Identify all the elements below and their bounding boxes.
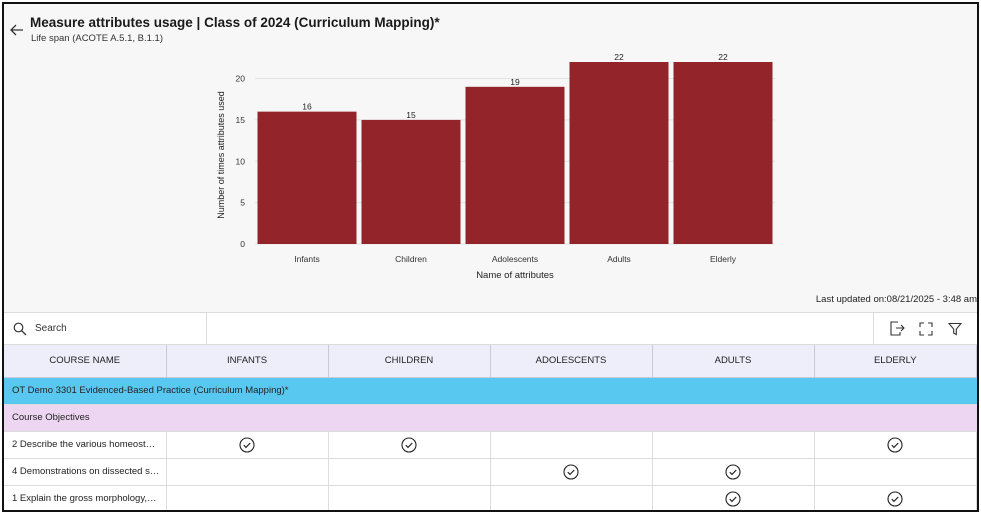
bar (361, 119, 461, 244)
data-label: 22 (614, 52, 624, 62)
check-circle-icon (725, 463, 741, 480)
table-cell (328, 458, 491, 486)
bar (465, 86, 565, 244)
x-tick-label: Infants (294, 254, 320, 264)
course-group-label: OT Demo 3301 Evidenced-Based Practice (C… (4, 377, 977, 405)
x-tick-label: Elderly (710, 254, 737, 264)
y-tick-label: 15 (236, 115, 246, 125)
page-subtitle: Life span (ACOTE A.5.1, B.1.1) (31, 33, 164, 44)
check-circle-icon (887, 490, 903, 507)
page-header: Measure attributes usage | Class of 2024… (4, 4, 977, 48)
data-label: 15 (406, 110, 416, 120)
back-arrow-icon[interactable] (8, 21, 26, 39)
table-row[interactable]: 4 Demonstrations on dissected s… (4, 458, 977, 486)
check-circle-icon (239, 436, 255, 453)
y-tick-label: 0 (240, 239, 245, 249)
column-header-infants[interactable]: INFANTS (166, 345, 329, 378)
x-tick-label: Adolescents (492, 254, 538, 264)
table-header-row: COURSE NAME INFANTS CHILDREN ADOLESCENTS… (4, 345, 977, 378)
data-label: 22 (718, 52, 728, 62)
x-tick-label: Children (395, 254, 427, 264)
toolbar-actions (873, 313, 977, 344)
check-circle-icon (401, 436, 417, 453)
table-cell (814, 485, 977, 510)
table-row[interactable]: 1 Explain the gross morphology,… (4, 485, 977, 510)
table-toolbar (4, 312, 977, 345)
table-cell (328, 431, 491, 459)
export-icon[interactable] (889, 321, 905, 336)
course-objective-name: 2 Describe the various homeost… (4, 431, 167, 459)
search-box (4, 313, 207, 344)
page-title: Measure attributes usage | Class of 2024… (30, 15, 440, 30)
bar (569, 62, 669, 244)
course-objective-name: 4 Demonstrations on dissected s… (4, 458, 167, 486)
y-tick-label: 20 (236, 74, 246, 84)
column-header-course-name[interactable]: COURSE NAME (4, 345, 167, 378)
table-cell (490, 431, 653, 459)
attributes-table: COURSE NAME INFANTS CHILDREN ADOLESCENTS… (4, 345, 977, 510)
last-updated-text: Last updated on:08/21/2025 - 3:48 am (815, 294, 977, 305)
column-header-children[interactable]: CHILDREN (328, 345, 491, 378)
filter-icon[interactable] (947, 322, 962, 336)
course-group-row[interactable]: OT Demo 3301 Evidenced-Based Practice (C… (4, 377, 977, 405)
search-input[interactable] (35, 323, 195, 334)
objectives-group-label: Course Objectives (4, 404, 977, 432)
bar (673, 62, 773, 244)
table-cell (328, 485, 491, 510)
data-label: 16 (302, 102, 312, 112)
check-circle-icon (887, 436, 903, 453)
data-label: 19 (510, 77, 520, 87)
bar (257, 111, 357, 244)
column-header-elderly[interactable]: ELDERLY (814, 345, 977, 378)
table-cell (814, 458, 977, 486)
search-icon (13, 321, 29, 337)
column-header-adults[interactable]: ADULTS (652, 345, 815, 378)
objectives-group-row[interactable]: Course Objectives (4, 404, 977, 432)
y-tick-label: 10 (236, 156, 246, 166)
table-cell (652, 431, 815, 459)
table-cell (652, 485, 815, 510)
check-circle-icon (725, 490, 741, 507)
x-tick-label: Adults (607, 254, 631, 264)
x-axis-title: Name of attributes (476, 270, 554, 281)
expand-icon[interactable] (919, 321, 934, 336)
table-row[interactable]: 2 Describe the various homeost… (4, 431, 977, 459)
table-cell (652, 458, 815, 486)
table-cell (166, 431, 329, 459)
table-cell (814, 431, 977, 459)
y-axis-title: Number of times attributes used (216, 91, 226, 219)
table-cell (490, 458, 653, 486)
bar-chart: 0 5 10 15 20 16 Infants 15 Children 19 Adolescents… (216, 52, 775, 281)
table-cell (490, 485, 653, 510)
y-tick-label: 5 (240, 198, 245, 208)
check-circle-icon (563, 463, 579, 480)
table-cell (166, 458, 329, 486)
course-objective-name: 1 Explain the gross morphology,… (4, 485, 167, 510)
column-header-adolescents[interactable]: ADOLESCENTS (490, 345, 653, 378)
table-cell (166, 485, 329, 510)
